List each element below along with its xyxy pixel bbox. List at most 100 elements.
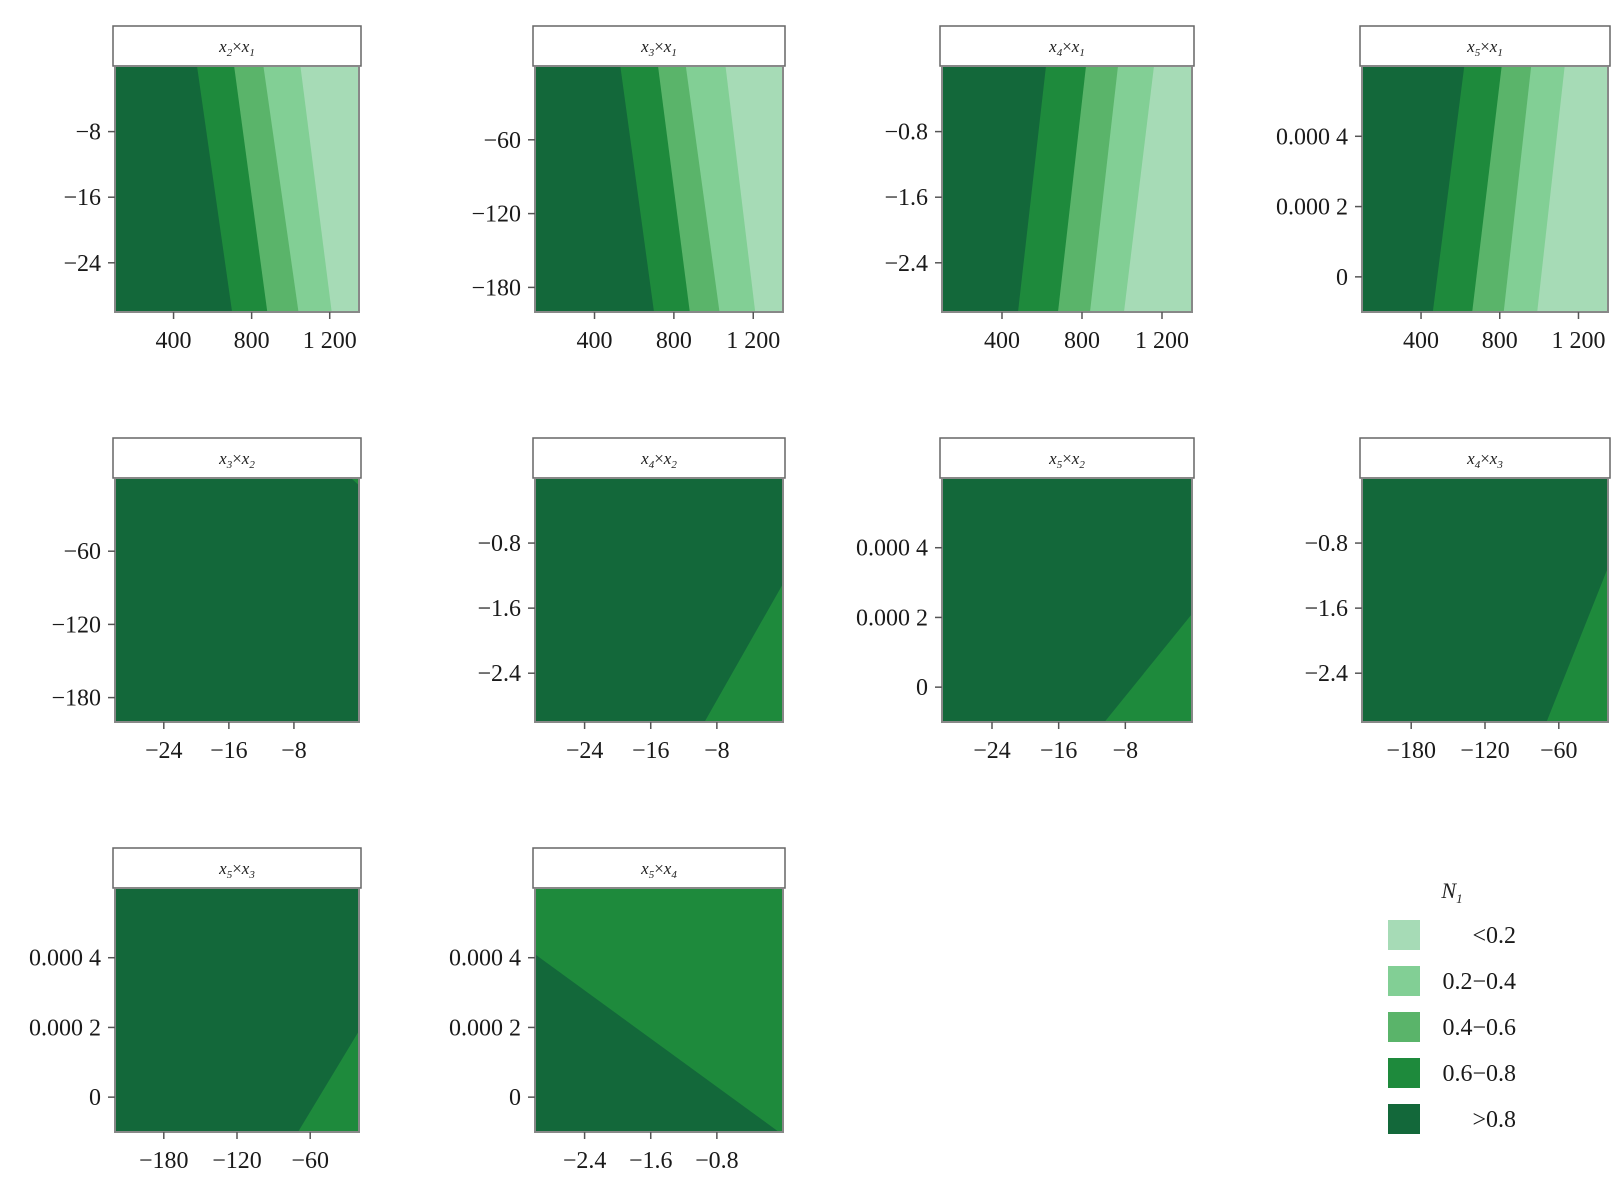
y-tick-label: 0 — [916, 675, 928, 701]
y-tick-label: −24 — [63, 251, 101, 277]
x-tick-label: −60 — [1540, 738, 1578, 764]
panel-title: x3×x1 — [640, 37, 677, 59]
y-tick-label: 0.000 4 — [1276, 124, 1348, 150]
x-tick-label: −120 — [1460, 738, 1510, 764]
plot-frame — [114, 65, 360, 313]
x-tick-label: −8 — [1113, 738, 1139, 764]
x-tick-label: −16 — [210, 738, 248, 764]
panel-title: x5×x1 — [1466, 37, 1503, 59]
x-tick-label: 400 — [1403, 328, 1439, 354]
region-band-4 — [300, 66, 359, 312]
region-band-1 — [350, 478, 359, 486]
legend-swatch — [1388, 966, 1420, 996]
y-tick-label: −120 — [51, 612, 101, 638]
region-band-4 — [725, 66, 783, 312]
x-tick-label: 800 — [656, 328, 692, 354]
region-band-1 — [704, 583, 783, 722]
x-tick-label: −180 — [1386, 738, 1436, 764]
x-tick-label: 1 200 — [726, 328, 780, 354]
legend-swatch — [1388, 920, 1420, 950]
y-tick-label: −0.8 — [884, 120, 928, 146]
x-tick-label: −16 — [1040, 738, 1078, 764]
y-tick-label: −180 — [51, 686, 101, 712]
y-tick-label: 0.000 4 — [449, 946, 521, 972]
panel-title: x3×x2 — [218, 449, 255, 471]
y-tick-label: 0.000 4 — [856, 536, 928, 562]
x-tick-label: −2.4 — [563, 1148, 607, 1174]
y-tick-label: 0 — [89, 1085, 101, 1111]
y-tick-label: 0.000 2 — [449, 1015, 521, 1041]
y-tick-label: −2.4 — [1304, 661, 1348, 687]
y-tick-label: −0.8 — [477, 531, 521, 557]
panel-header — [112, 847, 362, 889]
x-tick-label: 1 200 — [1551, 328, 1605, 354]
region-band-4 — [1124, 66, 1192, 312]
panel-5-4: x5×x4 −2.4 −1.6 −0.8 0.000 4 0.000 2 0 — [449, 847, 786, 1174]
x-tick-label: 400 — [577, 328, 613, 354]
x-tick-label: −8 — [704, 738, 730, 764]
panel-3-1: x3×x1 400 800 1 200 −60 −120 −180 — [471, 25, 786, 354]
panel-5-1: x5×x1 400 800 1 200 0.000 4 0.000 2 0 — [1276, 25, 1611, 354]
panel-title: x5×x3 — [218, 859, 255, 881]
legend-label: 0.6−0.8 — [1442, 1061, 1516, 1087]
y-tick-label: 0 — [509, 1085, 521, 1111]
x-tick-label: −24 — [145, 738, 183, 764]
x-tick-label: −180 — [139, 1148, 189, 1174]
panel-title: x5×x4 — [640, 859, 677, 881]
x-tick-label: 800 — [234, 328, 270, 354]
panel-title: x2×x1 — [218, 37, 255, 59]
y-tick-label: 0.000 2 — [29, 1015, 101, 1041]
panel-4-1: x4×x1 400 800 1 200 −0.8 −1.6 −2.4 — [884, 25, 1195, 354]
panel-5-2: x5×x2 −24 −16 −8 0.000 4 0.000 2 0 — [856, 437, 1195, 764]
plot-frame — [534, 887, 784, 1133]
panel-2-1: x2×x1 400 800 1 200 −8 −16 −24 — [63, 25, 362, 354]
x-tick-label: −24 — [566, 738, 604, 764]
region-band-1 — [535, 888, 783, 1132]
panel-header — [112, 25, 362, 67]
y-tick-label: 0 — [1336, 265, 1348, 291]
x-tick-label: −1.6 — [629, 1148, 673, 1174]
y-tick-label: −1.6 — [477, 596, 521, 622]
panel-header — [1359, 437, 1611, 479]
plot-frame — [114, 477, 360, 723]
y-tick-label: −1.6 — [884, 185, 928, 211]
legend-label: 0.4−0.6 — [1442, 1015, 1516, 1041]
x-tick-label: 400 — [984, 328, 1020, 354]
legend-label: >0.8 — [1472, 1107, 1516, 1133]
x-tick-label: −16 — [632, 738, 670, 764]
y-tick-label: −1.6 — [1304, 596, 1348, 622]
x-tick-label: 400 — [156, 328, 192, 354]
region-band-0 — [115, 478, 359, 722]
x-tick-label: 1 200 — [303, 328, 357, 354]
y-tick-label: −60 — [63, 539, 101, 565]
panel-header — [1359, 25, 1611, 67]
x-tick-label: 800 — [1064, 328, 1100, 354]
legend-swatch — [1388, 1012, 1420, 1042]
plot-frame — [941, 477, 1193, 723]
panel-title: x5×x2 — [1048, 449, 1085, 471]
panel-5-3: x5×x3 −180 −120 −60 0.000 4 0.000 2 0 — [29, 847, 362, 1174]
y-tick-label: −2.4 — [477, 661, 521, 687]
region-band-1 — [1104, 613, 1192, 722]
region-band-0 — [115, 888, 359, 1132]
legend: N1 <0.2 0.2−0.4 0.4−0.6 0.6−0.8 >0.8 — [1388, 878, 1516, 1134]
region-band-1 — [298, 1030, 359, 1132]
x-tick-label: −120 — [212, 1148, 262, 1174]
plot-frame — [1361, 65, 1609, 313]
x-tick-label: −8 — [281, 738, 307, 764]
region-band-1 — [1546, 567, 1608, 722]
y-tick-label: 0.000 2 — [856, 605, 928, 631]
y-tick-label: −60 — [483, 128, 521, 154]
legend-label: 0.2−0.4 — [1442, 969, 1516, 995]
y-tick-label: 0.000 4 — [29, 946, 101, 972]
x-tick-label: −60 — [291, 1148, 329, 1174]
panel-3-2: x3×x2 −24 −16 −8 −60 −120 −180 — [51, 437, 362, 764]
y-tick-label: −2.4 — [884, 251, 928, 277]
panel-title: x4×x1 — [1048, 37, 1085, 59]
legend-swatch — [1388, 1058, 1420, 1088]
region-band-4 — [1537, 66, 1608, 312]
x-tick-label: 1 200 — [1135, 328, 1189, 354]
x-tick-label: 800 — [1482, 328, 1518, 354]
panel-4-2: x4×x2 −24 −16 −8 −0.8 −1.6 −2.4 — [477, 437, 786, 764]
